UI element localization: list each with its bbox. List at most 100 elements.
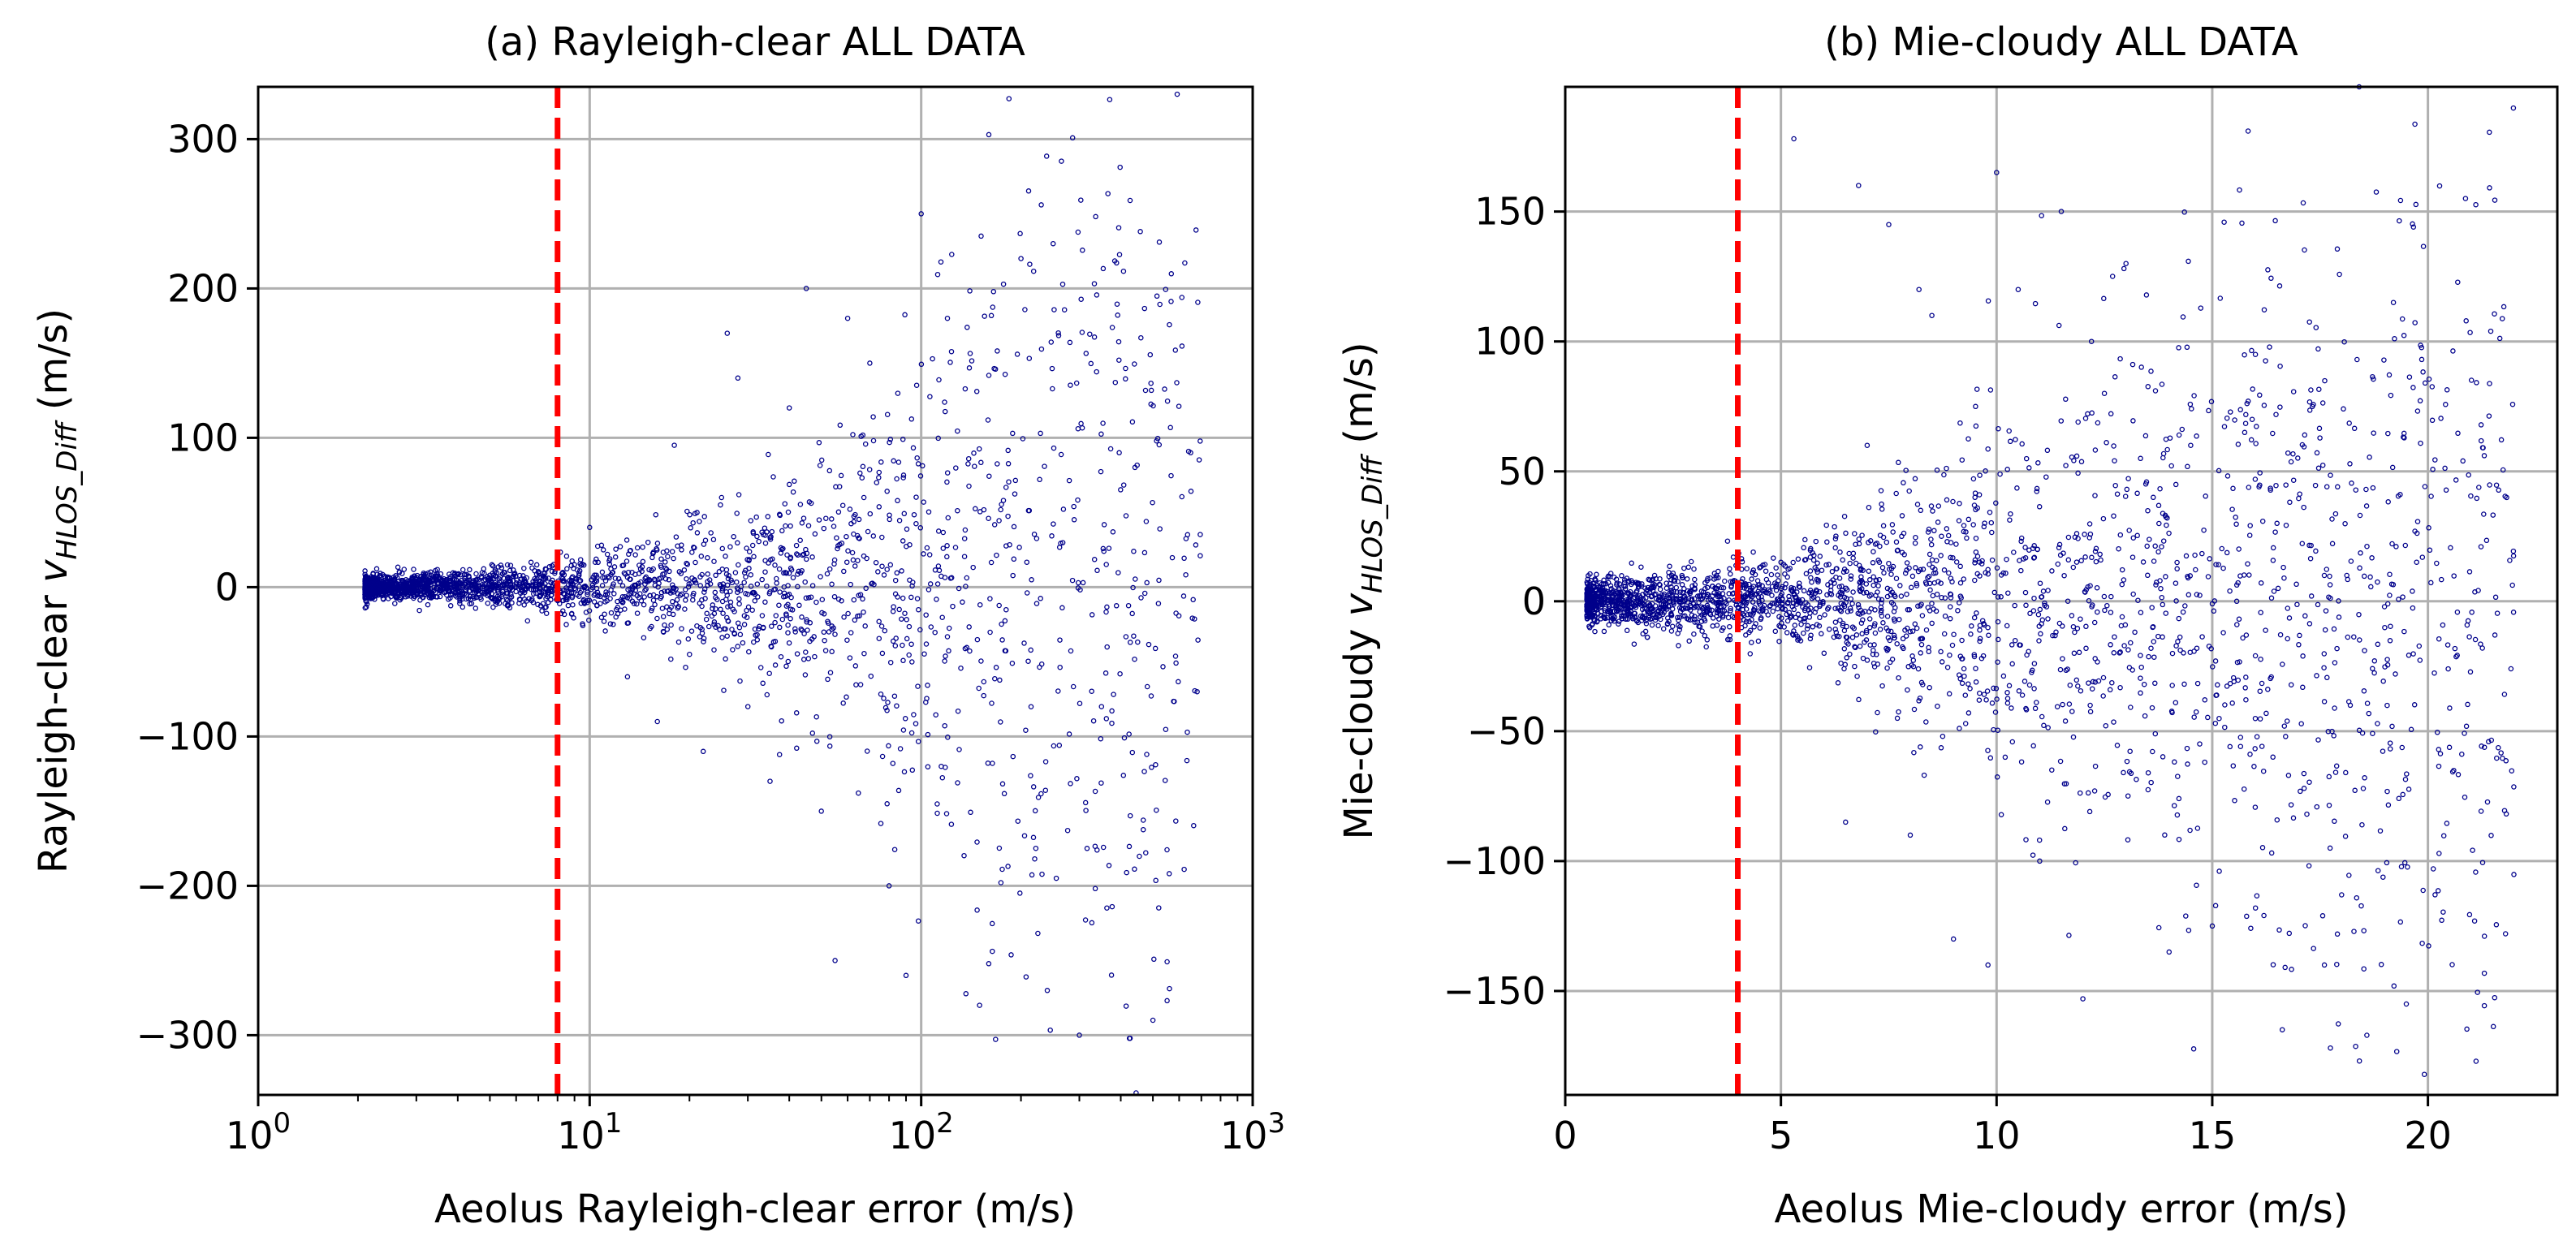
data-point [1006,479,1012,485]
data-point [1051,743,1057,749]
data-point [832,631,838,637]
data-point [1156,577,1162,584]
data-point [971,450,977,456]
data-point [799,614,805,620]
data-point [822,637,827,644]
data-point [1167,985,1172,992]
data-point [809,583,816,588]
data-point [1071,503,1077,510]
data-point [759,576,765,583]
data-point [835,596,842,602]
data-point [1100,265,1107,272]
data-point [1021,833,1028,838]
data-point [1112,379,1119,386]
data-point [679,626,684,631]
data-point [543,604,549,610]
data-point [586,617,592,623]
data-point [993,1036,999,1042]
data-point [595,559,601,566]
data-point [738,584,744,590]
data-point [662,622,667,628]
data-point [1144,580,1150,586]
data-point [1152,645,1159,652]
data-point [760,624,766,631]
data-point [662,559,668,565]
data-point [840,700,846,706]
data-point [865,528,871,535]
data-point [900,595,906,601]
data-point [735,540,740,546]
data-point [915,918,921,924]
data-point [841,614,847,620]
data-point [966,483,972,489]
data-point [934,810,940,817]
data-point [917,473,924,479]
data-point [602,628,608,634]
data-point [857,470,863,476]
data-point [710,537,717,543]
data-point [1050,386,1055,392]
data-point [611,581,616,587]
data-point [821,525,827,532]
data-point [944,479,950,485]
data-point [564,566,570,572]
data-point [1130,584,1136,591]
data-point [864,748,870,754]
data-point [944,634,951,640]
data-point [1109,903,1115,910]
data-point [563,554,570,559]
data-point [711,647,717,653]
data-point [794,551,800,557]
data-point [1033,601,1040,606]
data-point [659,605,666,611]
data-point [964,325,970,330]
data-point [664,627,671,632]
data-point [999,637,1005,643]
data-point [751,554,757,560]
data-point [934,801,940,807]
data-point [1015,818,1021,824]
data-point [492,573,498,579]
data-point [1154,436,1161,442]
data-point [1164,398,1171,404]
data-point [1022,307,1028,312]
data-point [1043,153,1050,159]
data-point [826,566,833,572]
data-point [826,468,833,474]
data-point [1079,330,1085,335]
data-point [1157,301,1163,308]
data-point [1116,357,1122,363]
data-point [875,569,881,575]
data-point [1183,536,1189,541]
data-point [1169,554,1176,561]
data-point [1124,869,1129,876]
data-point [1197,438,1203,444]
y-tick-label: −200 [136,864,239,907]
data-point [831,524,837,529]
data-point [895,390,901,396]
y-tick-label: 0 [215,565,239,609]
data-point [724,633,730,639]
data-point [961,536,968,541]
data-point [1017,890,1023,896]
data-point [632,571,638,577]
data-point [1001,791,1008,797]
data-point [682,606,688,612]
data-point [986,373,992,378]
data-point [836,484,843,489]
data-point [1117,670,1123,677]
data-point [962,386,969,392]
data-point [1028,647,1033,653]
data-point [1053,875,1059,881]
data-point [1183,571,1189,578]
data-point [660,571,666,577]
data-point [795,584,800,590]
data-point [925,731,931,738]
data-point [1077,700,1083,706]
data-point [1125,602,1132,609]
data-point [1101,548,1107,554]
data-point [712,589,718,596]
data-point [1094,292,1100,298]
data-point [460,604,466,610]
data-point [1105,191,1111,196]
